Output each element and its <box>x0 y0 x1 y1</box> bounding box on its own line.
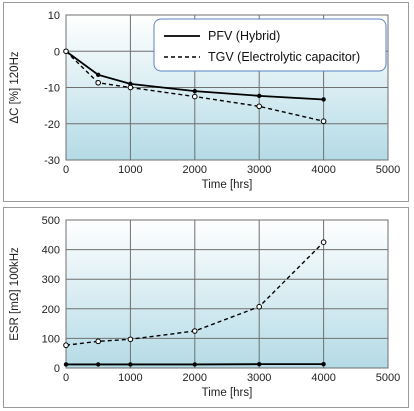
data-point <box>63 362 69 367</box>
data-point <box>256 103 262 110</box>
x-tick-label: 1000 <box>118 164 142 176</box>
series-line-solid <box>65 50 324 101</box>
data-point <box>95 338 101 345</box>
x-tick-label: 2000 <box>183 164 207 176</box>
x-tick-label: 3000 <box>247 372 271 384</box>
x-tick-label: 5000 <box>376 164 400 176</box>
y-axis-label: ΔC [%] 120Hz <box>9 51 21 123</box>
data-point <box>95 79 101 86</box>
data-point <box>320 118 327 125</box>
y-tick-label: 0 <box>54 363 60 375</box>
y-tick-label: 300 <box>42 274 60 286</box>
x-tick-label: 0 <box>63 164 69 176</box>
x-tick-label: 4000 <box>311 164 335 176</box>
x-tick-label: 3000 <box>247 164 271 176</box>
data-point <box>192 362 197 367</box>
plot-border <box>65 14 389 161</box>
data-point <box>257 93 262 99</box>
y-tick-label: 400 <box>42 245 60 257</box>
y-tick-label: 200 <box>42 304 60 316</box>
legend-box <box>153 18 387 72</box>
data-point <box>96 72 101 78</box>
plot-area <box>66 220 388 368</box>
x-tick-label: 2000 <box>183 372 207 384</box>
x-axis-label: Time [hrs] <box>202 179 253 191</box>
y-tick-label: 0 <box>54 46 60 58</box>
data-point <box>127 84 134 91</box>
esr-chart-panel: 0 1000 2000 3000 4000 5000 500 400 300 200 100 0 Tim… <box>3 207 409 408</box>
data-point <box>127 336 134 343</box>
data-point <box>96 362 101 367</box>
x-tick-label: 4000 <box>311 372 335 384</box>
y-tick-label: -10 <box>44 83 60 95</box>
y-axis-label: ESR [mΩ] 100kHz <box>9 247 21 341</box>
capacitance-chart-panel: 0 1000 2000 3000 4000 5000 10 0 -10 -20 -30 Time [h… <box>3 2 409 202</box>
legend-entry: TGV (Electrolytic capacitor) <box>208 50 360 64</box>
y-tick-label: 500 <box>42 215 60 227</box>
data-point <box>192 88 197 94</box>
x-tick-label: 0 <box>63 372 69 384</box>
capacitance-chart: 0 1000 2000 3000 4000 5000 10 0 -10 -20 -30 Time [h… <box>9 10 400 191</box>
series-line-dashed <box>65 50 324 122</box>
data-point <box>257 361 262 367</box>
data-point <box>192 328 198 334</box>
legend-entry: PFV (Hybrid) <box>208 29 280 43</box>
y-tick-label: -20 <box>44 119 60 131</box>
esr-chart: 0 1000 2000 3000 4000 50005004003002001000Tim… <box>9 215 400 399</box>
series-line-dashed <box>65 241 325 346</box>
data-point <box>192 93 198 100</box>
y-tick-label: 10 <box>48 10 60 22</box>
data-point <box>320 239 327 246</box>
plot-border <box>65 219 389 369</box>
data-point <box>256 303 262 310</box>
data-point <box>63 48 69 55</box>
data-point <box>321 361 326 367</box>
x-tick-label: 1000 <box>118 372 142 384</box>
x-tick-label: 5000 <box>376 372 400 384</box>
legend: PFV (Hybrid) TGV (Electrolytic capacitor) <box>153 18 387 72</box>
data-point <box>63 342 69 349</box>
y-tick-label: -30 <box>44 155 60 167</box>
data-point <box>321 97 326 102</box>
x-axis-label: Time [hrs] <box>202 387 253 399</box>
data-point <box>128 362 133 367</box>
y-tick-label: 100 <box>42 333 60 345</box>
